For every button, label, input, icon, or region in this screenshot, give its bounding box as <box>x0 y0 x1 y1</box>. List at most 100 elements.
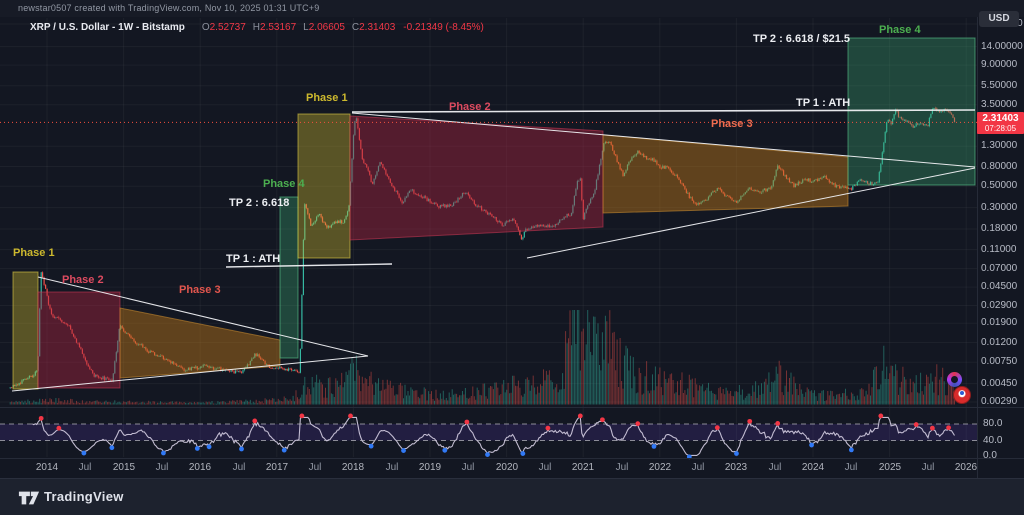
time-tick-year: 2016 <box>188 462 212 473</box>
pattern2-ath-line[interactable] <box>351 109 976 113</box>
bar-countdown: 07:28:05 <box>984 124 1017 133</box>
price-tick: 3.50000 <box>981 99 1018 110</box>
pattern2-tp2-label[interactable]: TP 2 : 6.618 / $21.5 <box>753 33 851 45</box>
price-tick: 5.50000 <box>981 80 1018 91</box>
last-price-badge: 2.31403 07:28:05 <box>977 112 1024 134</box>
price-tick: 0.01900 <box>981 317 1018 328</box>
price-tick: 0.30000 <box>981 202 1018 213</box>
tradingview-logo-text[interactable]: TradingView <box>44 489 124 504</box>
pattern1-phase4-label[interactable]: Phase 4 <box>263 178 305 190</box>
pattern2-phase3-box[interactable] <box>602 134 849 214</box>
time-tick-jul: Jul <box>232 462 246 473</box>
time-tick-year: 2025 <box>878 462 902 473</box>
open-label: O <box>201 22 210 33</box>
high-label: H <box>252 22 261 33</box>
price-tick: 0.01200 <box>981 337 1018 348</box>
rsi-layer <box>32 413 955 460</box>
pattern1-phase2-label[interactable]: Phase 2 <box>62 274 104 286</box>
time-tick-jul: Jul <box>615 462 629 473</box>
currency-toggle-button[interactable]: USD <box>979 11 1019 27</box>
pane-separator <box>0 407 1024 408</box>
time-tick-jul: Jul <box>538 462 552 473</box>
pattern2-phase1-label[interactable]: Phase 1 <box>306 92 348 104</box>
indicator-tick: 80.0 <box>983 418 1003 429</box>
symbol-legend: XRP / U.S. Dollar - 1W - Bitstamp O2.5273… <box>30 22 484 33</box>
price-tick: 9.00000 <box>981 59 1018 70</box>
indicator-tick: 40.0 <box>983 434 1003 446</box>
change-value: -0.21349 (-8.45%) <box>403 22 484 33</box>
price-tick: 14.00000 <box>981 41 1023 52</box>
pattern2-upper-trendline[interactable] <box>351 112 976 168</box>
attribution-text: newstar0507 created with TradingView.com… <box>18 3 320 13</box>
time-tick-year: 2023 <box>724 462 748 473</box>
footer-bar <box>0 478 1024 515</box>
time-tick-year: 2021 <box>571 462 595 473</box>
tradingview-logo-icon[interactable] <box>18 490 40 506</box>
pattern1-phase3-box[interactable] <box>119 307 281 379</box>
pattern2-tp1-label[interactable]: TP 1 : ATH <box>796 97 851 109</box>
pattern1-tp2-label[interactable]: TP 2 : 6.618 <box>229 197 290 209</box>
price-axis-separator <box>977 17 978 478</box>
time-tick-year: 2018 <box>341 462 365 473</box>
pattern1-tp1-label[interactable]: TP 1 : ATH <box>226 253 281 265</box>
pattern2-phase4-box[interactable] <box>847 37 976 186</box>
time-tick-jul: Jul <box>768 462 782 473</box>
price-tick: 0.07000 <box>981 263 1018 274</box>
grid-layer <box>0 18 977 457</box>
time-tick-year: 2020 <box>495 462 519 473</box>
time-tick-jul: Jul <box>844 462 858 473</box>
price-tick: 0.80000 <box>981 161 1018 172</box>
symbol-title[interactable]: XRP / U.S. Dollar - 1W - Bitstamp <box>30 22 185 33</box>
attribution-bar <box>0 0 1024 17</box>
price-tick: 1.30000 <box>981 140 1018 151</box>
time-tick-year: 2017 <box>265 462 289 473</box>
pattern2-phase2-label[interactable]: Phase 2 <box>449 101 491 113</box>
volume-layer <box>9 310 955 405</box>
time-tick-jul: Jul <box>155 462 169 473</box>
price-tick: 0.18000 <box>981 223 1018 234</box>
pattern2-support-trendline[interactable] <box>526 167 976 259</box>
pattern2-phase4-label[interactable]: Phase 4 <box>879 24 921 36</box>
low-label: L <box>303 22 309 33</box>
time-tick-jul: Jul <box>308 462 322 473</box>
time-tick-jul: Jul <box>385 462 399 473</box>
time-tick-year: 2014 <box>35 462 59 473</box>
price-tick: 0.50000 <box>981 180 1018 191</box>
time-tick-jul: Jul <box>921 462 935 473</box>
face-emoji-sticker[interactable] <box>953 386 971 404</box>
time-tick-jul: Jul <box>691 462 705 473</box>
pattern2-phase2-box[interactable] <box>349 115 604 241</box>
swirl-emoji-sticker[interactable] <box>947 372 962 387</box>
pattern1-lower-trendline[interactable] <box>11 355 369 392</box>
price-tick: 0.00290 <box>981 396 1018 407</box>
price-tick: 0.02900 <box>981 300 1018 311</box>
trendlines-layer[interactable] <box>11 109 976 392</box>
phase-regions-layer[interactable] <box>12 37 976 390</box>
pattern1-phase4-box[interactable] <box>279 196 299 359</box>
pattern1-phase1-box[interactable] <box>12 271 39 390</box>
low-value: 2.06605 <box>308 22 345 33</box>
rsi-band-layer <box>0 423 977 441</box>
pattern2-phase3-label[interactable]: Phase 3 <box>711 118 753 130</box>
pattern1-phase2-box[interactable] <box>37 291 121 389</box>
time-axis-separator <box>0 458 1024 459</box>
pattern1-phase1-label[interactable]: Phase 1 <box>13 247 55 259</box>
price-tick: 0.00450 <box>981 378 1018 389</box>
time-tick-year: 2026 <box>954 462 978 473</box>
close-label: C <box>351 22 360 33</box>
price-tick: 0.11000 <box>981 244 1017 255</box>
close-value: 2.31403 <box>359 22 396 33</box>
time-tick-jul: Jul <box>78 462 92 473</box>
open-value: 2.52737 <box>209 22 246 33</box>
pattern1-phase3-label[interactable]: Phase 3 <box>179 284 221 296</box>
indicator-tick: 0.0 <box>983 450 997 461</box>
pattern2-phase1-box[interactable] <box>297 113 351 259</box>
time-tick-year: 2015 <box>112 462 136 473</box>
time-tick-year: 2019 <box>418 462 442 473</box>
time-tick-year: 2024 <box>801 462 825 473</box>
last-price-value: 2.31403 <box>982 113 1019 124</box>
price-tick: 0.04500 <box>981 281 1018 292</box>
time-tick-year: 2022 <box>648 462 672 473</box>
